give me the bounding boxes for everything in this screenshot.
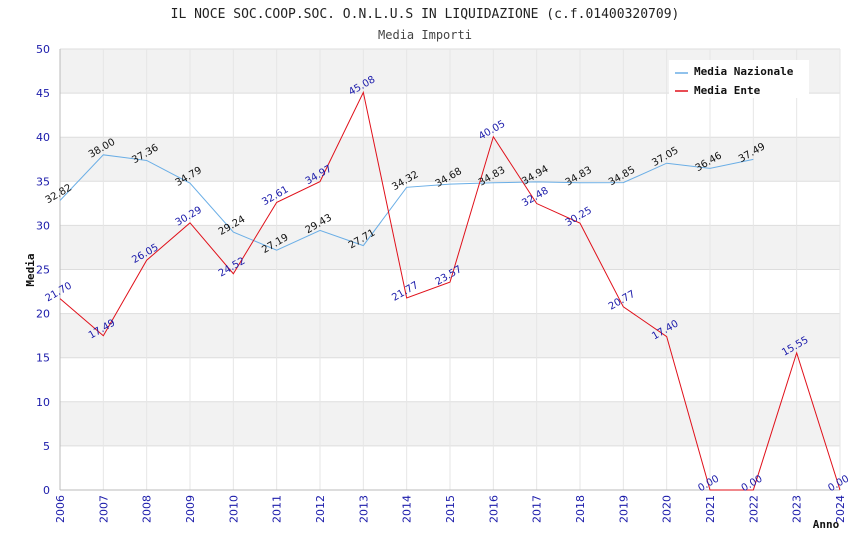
y-tick-labels: 0 5 10 15 20 25 30 35 40 45 50 (36, 43, 50, 497)
y-tick-label: 20 (36, 308, 50, 321)
y-tick-label: 50 (36, 43, 50, 56)
x-tick-label: 2016 (487, 495, 500, 523)
y-tick-label: 25 (36, 264, 50, 277)
chart-subtitle: Media Importi (378, 28, 472, 42)
x-tick-label: 2019 (617, 495, 630, 523)
x-axis-label: Anno (813, 518, 840, 531)
series-line-media-ente (59, 90, 841, 491)
y-tick-label: 10 (36, 396, 50, 409)
x-tick-label: 2020 (661, 495, 674, 523)
chart-title: IL NOCE SOC.COOP.SOC. O.N.L.U.S IN LIQUI… (171, 7, 680, 22)
y-tick-label: 5 (43, 440, 50, 453)
x-tick-label: 2006 (54, 495, 67, 523)
x-tick-label: 2023 (791, 495, 804, 523)
x-tick-label: 2010 (227, 495, 240, 523)
x-tick-label: 2021 (704, 495, 717, 523)
y-tick-label: 35 (36, 175, 50, 188)
legend-box (669, 60, 809, 98)
x-tick-label: 2011 (271, 495, 284, 523)
y-tick-label: 40 (36, 131, 50, 144)
y-tick-label: 15 (36, 352, 50, 365)
x-tick-label: 2015 (444, 495, 457, 523)
x-tick-label: 2014 (401, 495, 414, 523)
x-tick-label: 2024 (834, 495, 847, 523)
legend-label-media-nazionale: Media Nazionale (694, 65, 794, 78)
series-line-media-nazionale (59, 154, 754, 251)
x-tick-label: 2007 (97, 495, 110, 523)
legend-label-media-ente: Media Ente (694, 84, 761, 97)
x-tick-label: 2009 (184, 495, 197, 523)
x-tick-label: 2013 (357, 495, 370, 523)
x-tick-labels: 2006 2007 2008 2009 2010 2011 2012 2013 2014 2015… (54, 495, 847, 523)
y-axis-label: Media (24, 253, 37, 286)
y-tick-label: 0 (43, 484, 50, 497)
x-tick-label: 2018 (574, 495, 587, 523)
series-lines (59, 90, 841, 491)
x-tick-label: 2022 (747, 495, 760, 523)
y-tick-label: 30 (36, 219, 50, 232)
x-tick-label: 2012 (314, 495, 327, 523)
y-tick-label: 45 (36, 87, 50, 100)
legend: Media Nazionale Media Ente (669, 60, 809, 98)
x-tick-label: 2017 (531, 495, 544, 523)
x-tick-label: 2008 (141, 495, 154, 523)
